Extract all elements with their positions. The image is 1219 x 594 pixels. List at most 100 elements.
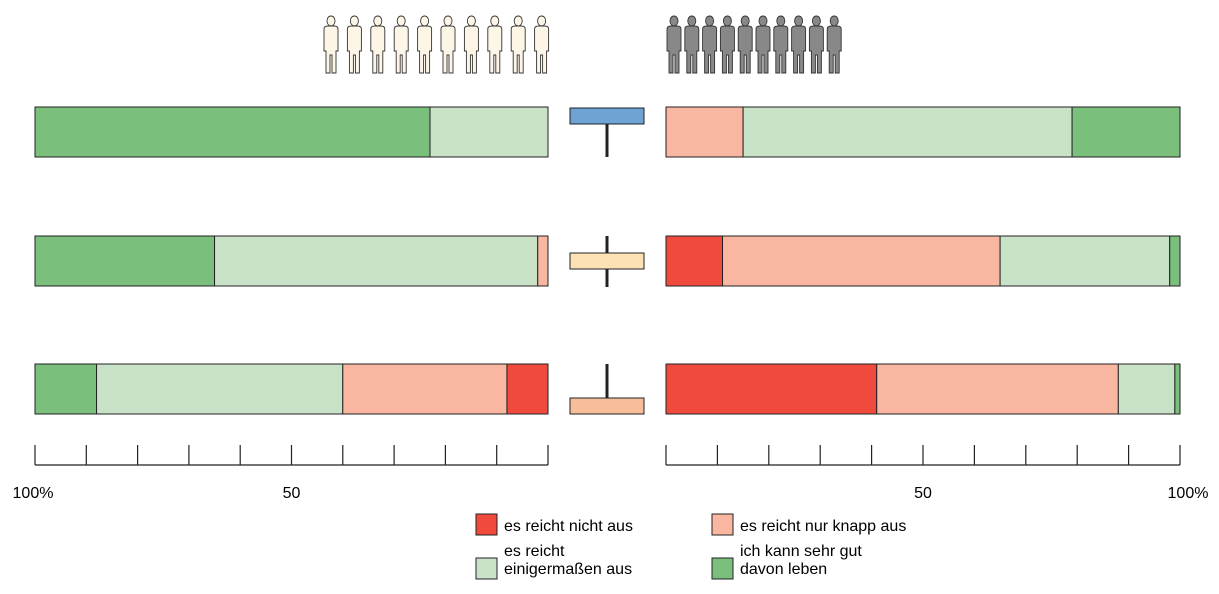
- person-body: [773, 25, 789, 74]
- legend: es reicht nicht aus es reicht nur knapp a…: [475, 513, 906, 580]
- person-head: [490, 15, 500, 27]
- legend-line-es-reicht-einigermassen-aus-1: es reicht: [504, 543, 565, 560]
- bar-rows: [34, 106, 1181, 415]
- person-head: [794, 15, 804, 27]
- bar-right-row3-es-reicht-nicht-aus: [665, 363, 878, 415]
- person-body: [393, 25, 409, 74]
- person-figure-right-2: [684, 15, 700, 74]
- person-figure-right-8: [791, 15, 807, 74]
- person-head: [705, 15, 715, 27]
- legend-label-ich-kann-sehr-gut-davon-leben: ich kann sehr gut davon leben: [740, 543, 862, 578]
- bar-right-row3-ich-kann-sehr-gut-davon-leben: [1174, 363, 1181, 415]
- marker-box-row3: [569, 397, 645, 415]
- legend-swatch-es-reicht-nur-knapp-aus: [711, 513, 734, 536]
- person-figure-left-9: [510, 15, 526, 74]
- person-head: [443, 15, 453, 27]
- person-body: [684, 25, 700, 74]
- person-head: [829, 15, 839, 27]
- legend-line-es-reicht-einigermassen-aus-2: einigermaßen aus: [504, 561, 632, 578]
- bar-left-row2-es-reicht-einigermassen-aus: [214, 235, 539, 287]
- bar-left-row2-es-reicht-nur-knapp-aus: [537, 235, 549, 287]
- person-body: [755, 25, 771, 74]
- person-figure-left-8: [487, 15, 503, 74]
- center-markers: [569, 107, 645, 415]
- person-figure-right-4: [719, 15, 735, 74]
- person-body: [826, 25, 842, 74]
- person-head: [811, 15, 821, 27]
- person-head: [466, 15, 476, 27]
- person-body: [534, 25, 550, 74]
- bar-right-row3-es-reicht-nur-knapp-aus: [876, 363, 1119, 415]
- tick-label-left-50: 50: [283, 485, 301, 502]
- person-body: [346, 25, 362, 74]
- person-head: [349, 15, 359, 27]
- legend-line-ich-kann-sehr-gut-davon-leben-1: ich kann sehr gut: [740, 543, 862, 560]
- bar-right-row2-es-reicht-nicht-aus: [665, 235, 724, 287]
- person-head: [758, 15, 768, 27]
- marker-box-row1: [569, 107, 645, 125]
- person-head: [513, 15, 523, 27]
- person-body: [487, 25, 503, 74]
- person-head: [722, 15, 732, 27]
- tick-label-right-100: 100%: [1168, 485, 1209, 502]
- axes: 100% 50 50 100%: [13, 445, 1209, 502]
- bar-right-row1-es-reicht-einigermassen-aus: [742, 106, 1073, 158]
- person-body: [463, 25, 479, 74]
- person-figure-right-9: [808, 15, 824, 74]
- bar-right-row2-es-reicht-nur-knapp-aus: [722, 235, 1001, 287]
- legend-swatch-es-reicht-einigermassen-aus: [475, 557, 498, 580]
- bar-left-row3-ich-kann-sehr-gut-davon-leben: [34, 363, 98, 415]
- person-body: [417, 25, 433, 74]
- bar-right-row1-es-reicht-nur-knapp-aus: [665, 106, 744, 158]
- bar-right-row3-es-reicht-einigermassen-aus: [1117, 363, 1176, 415]
- legend-label-es-reicht-nur-knapp-aus: es reicht nur knapp aus: [740, 518, 906, 535]
- person-body: [702, 25, 718, 74]
- person-body: [370, 25, 386, 74]
- person-body: [719, 25, 735, 74]
- person-figure-left-5: [417, 15, 433, 74]
- person-head: [740, 15, 750, 27]
- legend-swatch-ich-kann-sehr-gut-davon-leben: [711, 557, 734, 580]
- legend-swatch-es-reicht-nicht-aus: [475, 513, 498, 536]
- person-figure-left-10: [534, 15, 550, 74]
- person-body: [808, 25, 824, 74]
- bar-right-row1-ich-kann-sehr-gut-davon-leben: [1071, 106, 1181, 158]
- person-figure-right-10: [826, 15, 842, 74]
- legend-line-es-reicht-nicht-aus-1: es reicht nicht aus: [504, 518, 633, 535]
- tick-label-left-100: 100%: [13, 485, 54, 502]
- bar-left-row3-es-reicht-nicht-aus: [506, 363, 549, 415]
- bar-left-row3-es-reicht-nur-knapp-aus: [342, 363, 508, 415]
- person-head: [373, 15, 383, 27]
- person-head: [326, 15, 336, 27]
- person-head: [776, 15, 786, 27]
- person-body: [666, 25, 682, 74]
- person-head: [396, 15, 406, 27]
- person-figure-left-1: [323, 15, 339, 74]
- marker-box-row2: [569, 252, 645, 270]
- person-head: [669, 15, 679, 27]
- person-body: [737, 25, 753, 74]
- person-body: [323, 25, 339, 74]
- bar-left-row2-ich-kann-sehr-gut-davon-leben: [34, 235, 216, 287]
- person-head: [687, 15, 697, 27]
- legend-line-es-reicht-nur-knapp-aus-1: es reicht nur knapp aus: [740, 518, 906, 535]
- person-body: [510, 25, 526, 74]
- person-figure-left-2: [346, 15, 362, 74]
- person-figure-left-3: [370, 15, 386, 74]
- person-figure-right-1: [666, 15, 682, 74]
- person-head: [420, 15, 430, 27]
- person-figure-right-6: [755, 15, 771, 74]
- person-figure-left-7: [463, 15, 479, 74]
- person-figure-left-4: [393, 15, 409, 74]
- legend-line-ich-kann-sehr-gut-davon-leben-2: davon leben: [740, 561, 827, 578]
- bar-right-row2-ich-kann-sehr-gut-davon-leben: [1169, 235, 1181, 287]
- person-figure-left-6: [440, 15, 456, 74]
- person-figure-right-3: [702, 15, 718, 74]
- person-figures: [323, 15, 842, 74]
- bar-left-row1-ich-kann-sehr-gut-davon-leben: [34, 106, 431, 158]
- legend-label-es-reicht-einigermassen-aus: es reicht einigermaßen aus: [504, 543, 632, 578]
- bar-left-row1-es-reicht-einigermassen-aus: [429, 106, 549, 158]
- bar-left-row3-es-reicht-einigermassen-aus: [96, 363, 344, 415]
- person-head: [537, 15, 547, 27]
